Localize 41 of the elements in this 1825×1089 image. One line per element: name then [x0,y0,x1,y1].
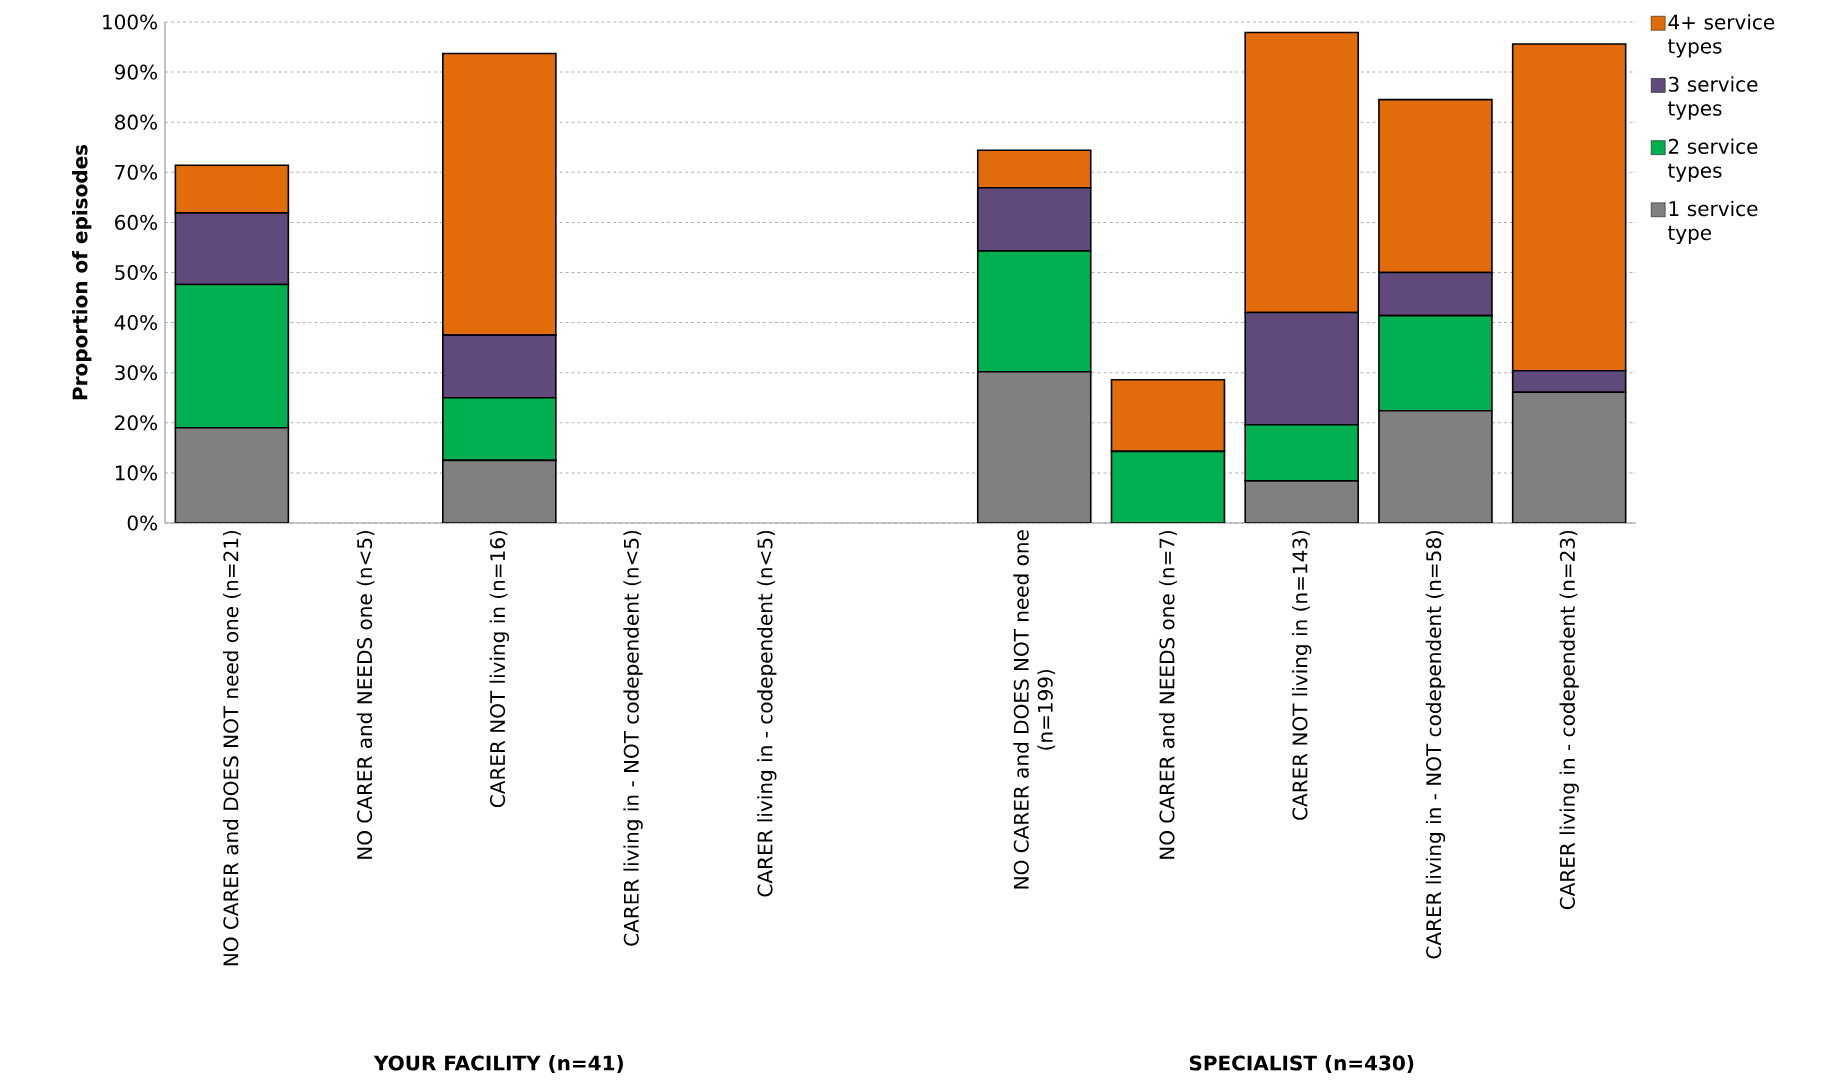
bar [1511,391,1627,523]
bar [1244,424,1360,482]
x-tick-label: CARER living in - codependent (n<5) [757,530,777,897]
bar [174,283,290,429]
text: YOUR FACILITY (n=41) [373,1055,623,1073]
bar [442,459,557,523]
y-tick-label: 40% [114,315,158,331]
y-tick-label: 20% [115,415,158,431]
bar [442,396,557,462]
x-tick-label: NO CARER and NEEDS one (n=7) [1159,530,1177,859]
bar [1378,409,1493,523]
legend-label: 1 service type [1667,200,1758,245]
x-tick-label: CARER NOT living in (n=143) [1292,530,1312,820]
x-tick-label: NO CARER and NEEDS one (n<5) [356,530,375,859]
bar [174,427,290,523]
bar [1110,450,1226,523]
x-tick-label: CARER NOT living in (n=16) [489,530,509,808]
y-tick-label: 70% [115,164,158,180]
y-tick-label: 60% [115,214,158,230]
legend-label: 4+ service types [1667,14,1775,58]
y-tick-label: 10% [115,465,158,481]
x-tick-label: NO CARER and DOES NOT need one (n=199) [1013,530,1056,889]
x-tick-label: CARER living in - NOT codependent (n<5) [623,530,643,946]
bar [1378,314,1493,412]
text: SPECIALIST (n=430) [1189,1055,1414,1073]
x-tick-label: CARER living in - NOT codependent (n=58) [1425,530,1446,959]
legend-label: 2 service types [1667,138,1758,182]
y-tick-label: 0% [127,515,158,531]
bar [1110,378,1226,453]
y-tick-label: 80% [115,114,158,130]
legend-label: 3 service types [1667,76,1758,120]
y-tick-label: 50% [115,264,158,281]
bar [976,250,1092,373]
y-tick-label: 100% [103,14,158,30]
bar [1244,480,1360,523]
x-tick-label: CARER living in - codependent (n=23) [1559,530,1579,910]
y-tick-label: 90% [114,64,158,80]
y-tick-label: 30% [115,365,158,381]
x-tick-label: NO CARER and DOES NOT need one (n=21) [222,530,241,966]
bar [976,370,1092,523]
y-axis-title: Proportion of episodes [72,144,92,400]
